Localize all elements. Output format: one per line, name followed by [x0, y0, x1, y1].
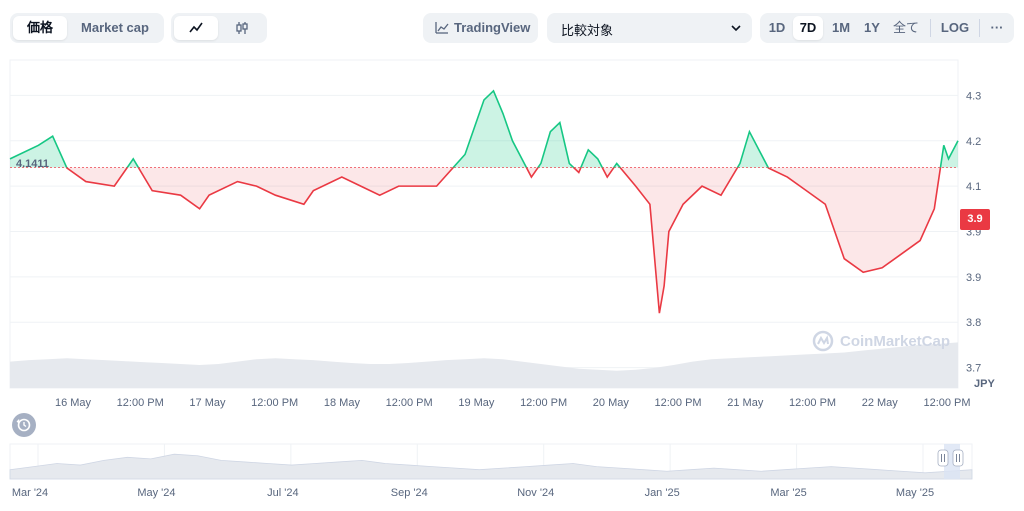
navigator-tick-label: May '24 [137, 487, 175, 499]
navigator-volume [9, 453, 973, 480]
candlestick-icon [236, 22, 248, 34]
navigator-tick-label: Jan '25 [645, 487, 680, 499]
navigator-selection [937, 444, 964, 479]
chart-type-toggle [171, 13, 267, 43]
line-chart-button[interactable] [174, 16, 218, 40]
log-scale-button[interactable]: LOG [940, 20, 970, 35]
price-lines [9, 89, 959, 314]
y-tick-label: 3.7 [966, 363, 981, 375]
tradingview-label: TradingView [454, 20, 531, 35]
x-tick-label: 12:00 PM [789, 397, 836, 409]
range-all[interactable]: 全て [892, 20, 919, 35]
up-area [10, 90, 958, 168]
x-tick-label: 17 May [189, 397, 226, 409]
metric-tabs: 価格 Market cap [10, 13, 164, 43]
down-area [66, 167, 941, 314]
navigator-tick-label: May '25 [896, 487, 934, 499]
navigator-chart[interactable]: Mar '24 May '24 Jul '24 Sep '24 Nov '24 Jan '… [0, 436, 1024, 511]
current-price-badge: 3.9 [960, 209, 990, 230]
baseline-label: 4.1411 [16, 158, 50, 170]
toolbar-divider [930, 19, 931, 37]
x-tick-label: 12:00 PM [251, 397, 298, 409]
y-tick-label: 4.2 [966, 136, 981, 148]
range-7d[interactable]: 7D [793, 16, 823, 40]
tradingview-button[interactable]: TradingView [423, 13, 538, 43]
range-1d[interactable]: 1D [768, 20, 786, 35]
currency-label: JPY [974, 378, 995, 390]
price-line-down [65, 167, 942, 314]
x-tick-label: 22 May [862, 397, 899, 409]
volume-area [10, 342, 958, 388]
watermark: CoinMarketCap [812, 330, 950, 352]
price-areas [10, 90, 958, 314]
range-1m[interactable]: 1M [831, 20, 851, 35]
tradingview-icon [435, 22, 449, 34]
navigator-tick-label: Sep '24 [391, 487, 428, 499]
line-chart-icon [189, 22, 203, 33]
y-tick-label: 4.1 [966, 181, 981, 193]
more-options-button[interactable]: ··· [990, 20, 1004, 35]
x-tick-label: 18 May [324, 397, 361, 409]
coinmarketcap-logo-icon [812, 330, 834, 352]
x-tick-label: 19 May [458, 397, 495, 409]
watermark-text: CoinMarketCap [840, 332, 951, 350]
navigator-tick-label: Mar '24 [12, 487, 48, 499]
x-tick-label: 12:00 PM [923, 397, 970, 409]
navigator-tick-label: Jul '24 [267, 487, 298, 499]
y-tick-label: 3.8 [966, 317, 981, 329]
x-tick-label: 16 May [55, 397, 92, 409]
navigator-handle-left [937, 449, 949, 467]
y-tick-label: 3.9 [966, 272, 981, 284]
tab-price[interactable]: 価格 [13, 16, 67, 40]
tab-market-cap[interactable]: Market cap [81, 20, 149, 35]
navigator-area [9, 453, 973, 480]
x-tick-label: 12:00 PM [386, 397, 433, 409]
x-tick-label: 12:00 PM [520, 397, 567, 409]
history-icon [16, 418, 31, 432]
volume-bars [10, 342, 958, 388]
history-button[interactable] [12, 413, 36, 437]
compare-placeholder: 比較対象 [561, 23, 614, 38]
x-tick-label: 20 May [593, 397, 630, 409]
time-range-tabs: 1D 7D 1M 1Y 全て LOG ··· [760, 13, 1014, 43]
x-tick-label: 21 May [727, 397, 764, 409]
x-tick-label: 12:00 PM [117, 397, 164, 409]
toolbar-divider-2 [979, 19, 980, 37]
navigator-tick-label: Mar '25 [770, 487, 806, 499]
x-tick-label: 12:00 PM [655, 397, 702, 409]
range-1y[interactable]: 1Y [864, 20, 880, 35]
navigator-ticks: Mar '24 May '24 Jul '24 Sep '24 Nov '24 Jan '… [12, 487, 934, 499]
price-line-up [9, 89, 959, 168]
candlestick-button[interactable] [220, 16, 264, 40]
price-chart[interactable]: 4.3 4.2 4.1 3.9 3.9 3.8 3.7 16 May 12:00 PM 17 Ma… [0, 0, 1024, 420]
navigator-handle-right [952, 449, 964, 467]
chevron-down-icon [731, 25, 741, 32]
navigator-tick-label: Nov '24 [517, 487, 554, 499]
y-tick-label: 4.3 [966, 90, 981, 102]
compare-select[interactable]: 比較対象 [547, 13, 752, 43]
